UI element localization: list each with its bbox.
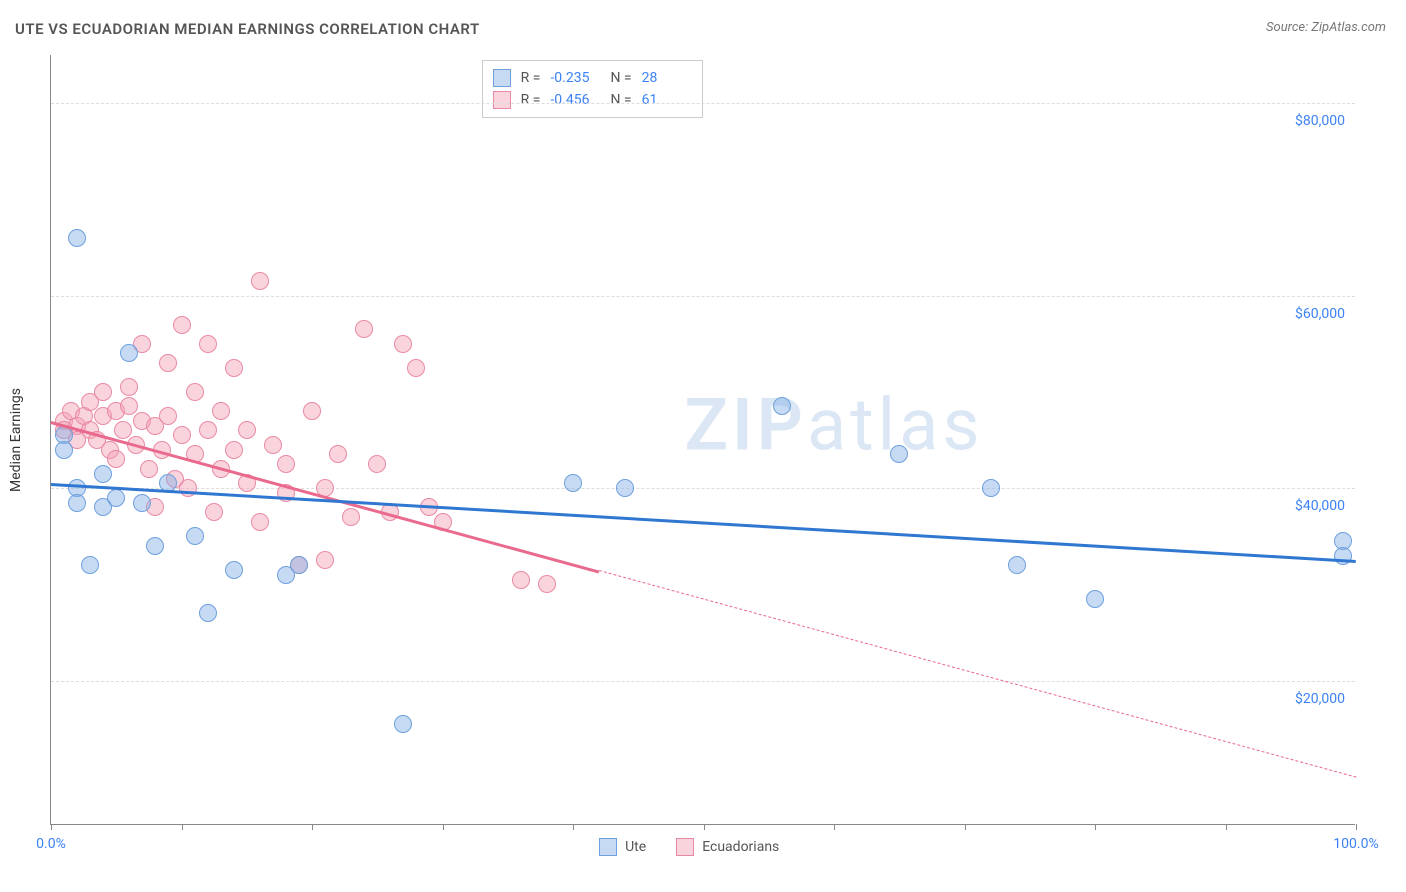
data-point — [616, 479, 634, 497]
y-tick-label: $20,000 — [1295, 691, 1345, 707]
data-point — [173, 316, 191, 334]
data-point — [120, 397, 138, 415]
data-point — [55, 441, 73, 459]
data-point — [290, 556, 308, 574]
data-point — [1008, 556, 1026, 574]
data-point — [199, 421, 217, 439]
data-point — [251, 272, 269, 290]
data-point — [159, 407, 177, 425]
grid-line — [51, 681, 1355, 682]
legend-item: Ecuadorians — [676, 838, 779, 856]
x-tick — [834, 824, 835, 830]
trend-line — [51, 483, 1356, 562]
data-point — [264, 436, 282, 454]
data-point — [179, 479, 197, 497]
data-point — [316, 551, 334, 569]
grid-line — [51, 296, 1355, 297]
x-tick — [443, 824, 444, 830]
data-point — [225, 441, 243, 459]
data-point — [238, 421, 256, 439]
data-point — [225, 359, 243, 377]
data-point — [303, 402, 321, 420]
data-point — [368, 455, 386, 473]
data-point — [355, 320, 373, 338]
x-tick — [1095, 824, 1096, 830]
data-point — [68, 494, 86, 512]
data-point — [107, 450, 125, 468]
data-point — [133, 494, 151, 512]
data-point — [512, 571, 530, 589]
watermark-bold: ZIP — [684, 382, 806, 467]
data-point — [342, 508, 360, 526]
x-tick — [1226, 824, 1227, 830]
data-point — [173, 426, 191, 444]
data-point — [1086, 590, 1104, 608]
legend-swatch — [493, 69, 511, 87]
data-point — [68, 229, 86, 247]
data-point — [140, 460, 158, 478]
data-point — [982, 479, 1000, 497]
legend: Ute Ecuadorians — [599, 838, 779, 856]
data-point — [212, 402, 230, 420]
source-label: Source: ZipAtlas.com — [1266, 20, 1386, 35]
stats-row: R =-0.456N =61 — [493, 89, 692, 111]
y-tick-label: $60,000 — [1295, 306, 1345, 322]
grid-line — [51, 103, 1355, 104]
data-point — [773, 397, 791, 415]
y-tick-label: $80,000 — [1295, 113, 1345, 129]
x-tick — [704, 824, 705, 830]
trend-line — [51, 421, 600, 573]
data-point — [251, 513, 269, 531]
legend-item: Ute — [599, 838, 646, 856]
trend-line-dashed — [599, 570, 1356, 778]
stats-row: R =-0.235N =28 — [493, 67, 692, 89]
legend-swatch — [493, 91, 511, 109]
data-point — [225, 561, 243, 579]
x-tick-label: 0.0% — [36, 836, 66, 852]
stats-box: R =-0.235N =28R =-0.456N =61 — [482, 60, 703, 118]
data-point — [199, 604, 217, 622]
data-point — [394, 335, 412, 353]
x-tick — [51, 824, 52, 830]
data-point — [114, 421, 132, 439]
x-tick — [182, 824, 183, 830]
legend-label: Ute — [625, 839, 646, 855]
legend-swatch — [599, 838, 617, 856]
plot-area: ZIPatlas R =-0.235N =28R =-0.456N =61 Ut… — [50, 55, 1355, 825]
data-point — [394, 715, 412, 733]
y-axis-label: Median Earnings — [8, 388, 24, 492]
data-point — [94, 465, 112, 483]
data-point — [120, 344, 138, 362]
y-tick-label: $40,000 — [1295, 498, 1345, 514]
data-point — [199, 335, 217, 353]
data-point — [564, 474, 582, 492]
data-point — [107, 489, 125, 507]
data-point — [120, 378, 138, 396]
data-point — [94, 383, 112, 401]
x-tick — [1356, 824, 1357, 830]
data-point — [890, 445, 908, 463]
legend-label: Ecuadorians — [702, 839, 779, 855]
x-tick — [312, 824, 313, 830]
watermark: ZIPatlas — [684, 382, 983, 467]
data-point — [277, 455, 295, 473]
chart-title: UTE VS ECUADORIAN MEDIAN EARNINGS CORREL… — [15, 20, 480, 38]
data-point — [186, 383, 204, 401]
data-point — [205, 503, 223, 521]
x-tick — [965, 824, 966, 830]
x-tick-label: 100.0% — [1333, 836, 1378, 852]
x-tick — [573, 824, 574, 830]
data-point — [146, 537, 164, 555]
data-point — [186, 527, 204, 545]
data-point — [81, 556, 99, 574]
legend-swatch — [676, 838, 694, 856]
data-point — [538, 575, 556, 593]
data-point — [329, 445, 347, 463]
data-point — [159, 354, 177, 372]
data-point — [407, 359, 425, 377]
